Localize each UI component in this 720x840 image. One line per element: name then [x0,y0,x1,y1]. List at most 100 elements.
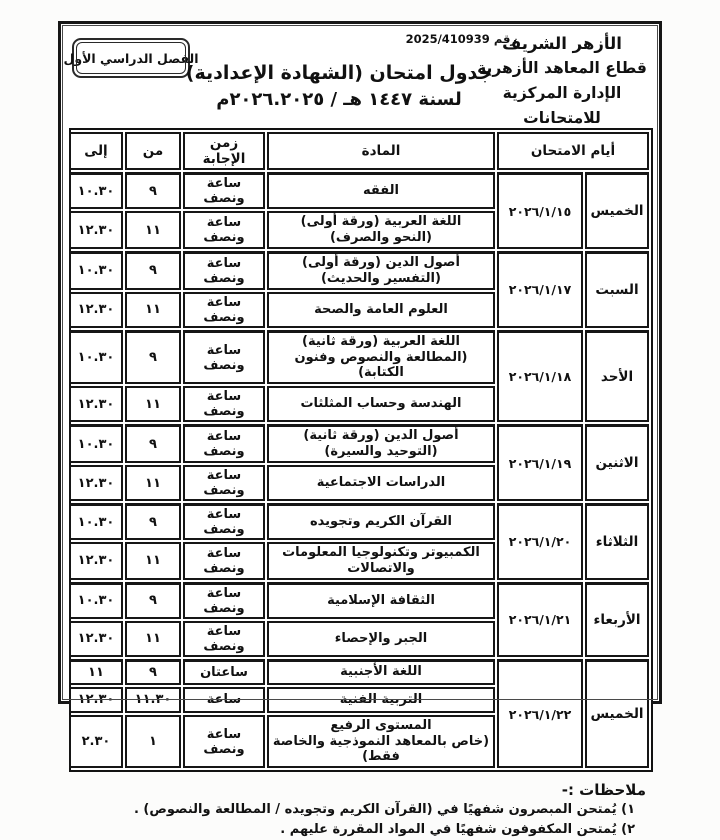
exam-row: الخميس ٢٠٢٦/١/٢٢ اللغة الأجنبية ساعتان ٩ ١١ [68,658,649,769]
duration-cell: ساعة ونصف [182,386,265,423]
date-cell: ٢٠٢٦/١/٢١ [496,581,583,657]
org-line-2: قطاع المعاهد الأزهرية [477,59,647,77]
to-cell: ١٢.٣٠ [68,686,123,713]
day-cell: السبت [585,251,649,328]
from-cell: ٩ [124,172,181,209]
org-line-3: الإدارة المركزية للامتحانات [502,84,622,127]
duration-cell: ساعة ونصف [182,424,265,464]
note-item: ٢) يُمتحن المكفوفون شفهيًا في المواد الم… [280,822,635,838]
duration-cell: ساعة ونصف [182,211,265,249]
from-cell: ٩ [124,658,181,685]
semester-badge: الفصل الدراسي الأول [64,38,198,78]
from-cell: ٩ [124,251,181,290]
exam-row: اللغة العربية (ورقة أولى) (النحو والصرف)… [68,211,649,249]
from-cell: ٩ [124,329,181,385]
exam-schedule-table: أيام الامتحان المادة زمن الإجابة من إلى … [68,128,653,773]
date-cell: ٢٠٢٦/١/١٨ [496,329,583,423]
org-line-1: الأزهر الشريف [502,34,622,53]
exam-row: الأحد ٢٠٢٦/١/١٨ اللغة العربية (ورقة ثانية)… [68,329,649,423]
duration-cell: ساعة ونصف [182,542,265,580]
to-cell: ١٠.٣٠ [68,424,123,464]
from-cell: ٩ [124,581,181,619]
header-exam-days: أيام الامتحان [496,132,649,170]
notes-section: ملاحظات :- ١) يُمتحن المبصرون شفهيًا في … [61,781,659,840]
duration-cell: ساعة ونصف [182,620,265,657]
duration-cell: ساعة ونصف [182,503,265,541]
title-block: جدول امتحان (الشهادة الإعدادية) لسنة ١٤٤… [165,62,513,110]
exam-row: الأربعاء ٢٠٢٦/١/٢١ الثقافة الإسلامية ساعة و… [68,581,649,657]
duration-cell: ساعة ونصف [182,251,265,290]
exam-row: الهندسة وحساب المثلثات ساعة ونصف ١١ ١٢.٣٠ [68,386,649,423]
from-cell: ١١.٣٠ [124,686,181,713]
note-item: ١) يُمتحن المبصرون شفهيًا في (القرآن الك… [133,802,635,818]
subject-cell: العلوم العامة والصحة [266,291,495,328]
page-subtitle: لسنة ١٤٤٧ هـ / ٢٠٢٥‏.‏٢٠٢٦م [216,89,462,110]
table-header-row: أيام الامتحان المادة زمن الإجابة من إلى [68,132,649,170]
header-duration: زمن الإجابة [182,132,265,170]
date-cell: ٢٠٢٦/١/١٥ [496,172,583,249]
date-cell: ٢٠٢٦/١/٢٢ [496,658,583,769]
day-cell: الخميس [585,172,649,249]
to-cell: ١٢.٣٠ [68,211,123,249]
subject-cell: القرآن الكريم وتجويده [266,503,495,541]
to-cell: ٢.٣٠ [68,714,123,769]
day-cell: الأحد [585,329,649,423]
day-cell: الثلاثاء [585,503,649,580]
duration-cell: ساعة ونصف [182,329,265,385]
to-cell: ١٠.٣٠ [68,503,123,541]
document-page: الأزهر الشريف قطاع المعاهد الأزهرية الإد… [58,21,662,837]
from-cell: ٩ [124,503,181,541]
to-cell: ١٢.٣٠ [68,386,123,423]
date-cell: ٢٠٢٦/١/١٩ [496,424,583,502]
exam-row: الكمبيوتر وتكنولوجيا المعلومات والاتصالا… [68,542,649,580]
duration-cell: ساعة ونصف [182,172,265,209]
subject-cell: اللغة العربية (ورقة ثانية) (المطالعة وال… [266,329,495,385]
exam-row: السبت ٢٠٢٦/١/١٧ أصول الدين (ورقة أولى) (ال… [68,251,649,328]
to-cell: ١٠.٣٠ [68,581,123,619]
from-cell: ١١ [124,211,181,249]
subject-cell: اللغة الأجنبية [266,658,495,685]
date-cell: ٢٠٢٦/١/١٧ [496,251,583,328]
reference-number: رقم 2025/410939 [405,32,517,46]
to-cell: ١٢.٣٠ [68,620,123,657]
from-cell: ١ [124,714,181,769]
notes-heading: ملاحظات :- [561,781,646,800]
duration-cell: ساعة ونصف [182,465,265,502]
from-cell: ١١ [124,620,181,657]
subject-cell: أصول الدين (ورقة أولى) (التفسير والحديث) [266,251,495,290]
from-cell: ١١ [124,542,181,580]
duration-cell: ساعة ونصف [182,581,265,619]
subject-cell: اللغة العربية (ورقة أولى) (النحو والصرف) [266,211,495,249]
header-to: إلى [68,132,123,170]
subject-cell: الجبر والإحصاء [266,620,495,657]
exam-table-body: الخميس ٢٠٢٦/١/١٥ الفقه ساعة ونصف ٩ ١٠.٣٠ اللغة… [68,172,649,769]
subject-cell: التربية الفنية [266,686,495,713]
subject-cell: الكمبيوتر وتكنولوجيا المعلومات والاتصالا… [266,542,495,580]
subject-cell: الهندسة وحساب المثلثات [266,386,495,423]
exam-row: الجبر والإحصاء ساعة ونصف ١١ ١٢.٣٠ [68,620,649,657]
org-header: الأزهر الشريف قطاع المعاهد الأزهرية الإد… [473,31,651,131]
exam-row: الاثنين ٢٠٢٦/١/١٩ أصول الدين (ورقة ثانية) … [68,424,649,502]
subject-cell: المستوى الرفيع (خاص بالمعاهد النموذجية و… [266,714,495,769]
from-cell: ٩ [124,424,181,464]
header-subject: المادة [266,132,495,170]
exam-row: الثلاثاء ٢٠٢٦/١/٢٠ القرآن الكريم وتجويده سا… [68,503,649,580]
exam-row: الخميس ٢٠٢٦/١/١٥ الفقه ساعة ونصف ٩ ١٠.٣٠ [68,172,649,249]
to-cell: ١٢.٣٠ [68,542,123,580]
subject-cell: أصول الدين (ورقة ثانية) (التوحيد والسيرة… [266,424,495,464]
duration-cell: ساعة ونصف [182,714,265,769]
subject-cell: الفقه [266,172,495,209]
exam-row: العلوم العامة والصحة ساعة ونصف ١١ ١٢.٣٠ [68,291,649,328]
from-cell: ١١ [124,465,181,502]
date-cell: ٢٠٢٦/١/٢٠ [496,503,583,580]
from-cell: ١١ [124,386,181,423]
subject-cell: الدراسات الاجتماعية [266,465,495,502]
day-cell: الاثنين [585,424,649,502]
day-cell: الأربعاء [585,581,649,657]
day-cell: الخميس [585,658,649,769]
to-cell: ١٢.٣٠ [68,465,123,502]
to-cell: ١٠.٣٠ [68,172,123,209]
to-cell: ١٠.٣٠ [68,251,123,290]
duration-cell: ساعة ونصف [182,291,265,328]
duration-cell: ساعة [182,686,265,713]
